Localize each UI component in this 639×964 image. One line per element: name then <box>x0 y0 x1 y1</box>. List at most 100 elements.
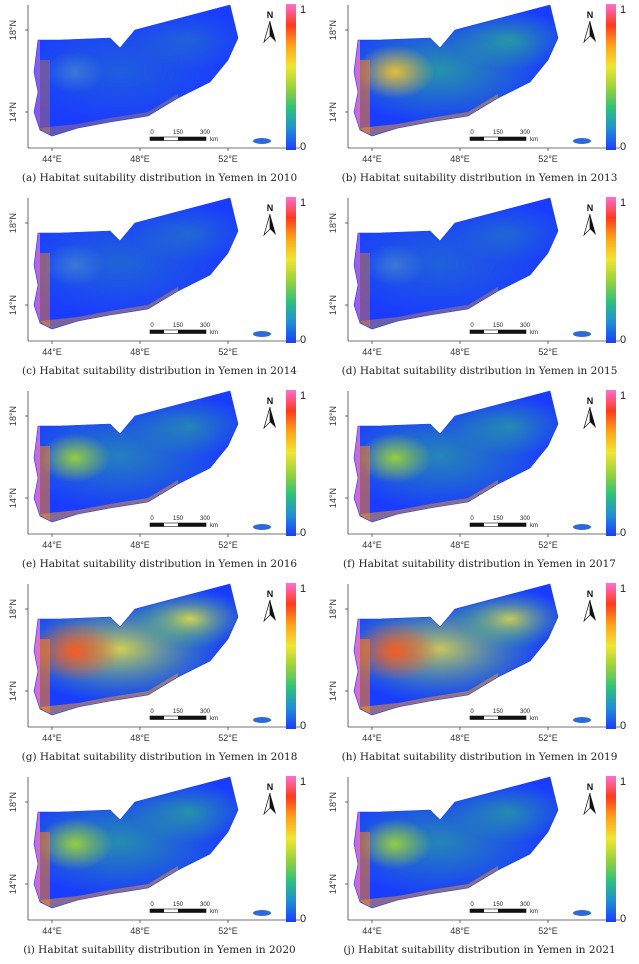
x-tick-label: 48°E <box>450 926 470 936</box>
y-tick-label: 14°N <box>328 295 338 315</box>
color-legend: 10 <box>606 776 626 925</box>
svg-text:0: 0 <box>470 902 474 908</box>
y-tick-label: 18°N <box>8 792 18 812</box>
socotra-island <box>253 717 271 723</box>
panel-caption: (i) Habitat suitability distribution in … <box>23 944 296 956</box>
color-legend: 10 <box>286 4 306 153</box>
x-tick-label: 52°E <box>538 733 558 743</box>
map-axes: 44°E 48°E 52°E 18°N 14°N <box>328 391 620 550</box>
svg-text:1: 1 <box>300 4 306 16</box>
x-tick-label: 44°E <box>42 154 62 164</box>
y-tick-label: 18°N <box>328 213 338 233</box>
svg-text:km: km <box>530 716 538 722</box>
y-tick-label: 18°N <box>328 792 338 812</box>
panel-caption: (g) Habitat suitability distribution in … <box>21 751 298 763</box>
y-tick-label: 14°N <box>8 681 18 701</box>
x-tick-label: 52°E <box>538 154 558 164</box>
svg-text:0: 0 <box>470 130 474 136</box>
svg-text:300: 300 <box>520 130 531 136</box>
panel-caption: (b) Habitat suitability distribution in … <box>341 172 618 184</box>
x-tick-label: 48°E <box>450 347 470 357</box>
svg-text:300: 300 <box>520 516 531 522</box>
y-tick-label: 14°N <box>8 295 18 315</box>
socotra-island <box>573 524 591 530</box>
x-tick-label: 48°E <box>450 154 470 164</box>
svg-text:1: 1 <box>620 4 626 16</box>
panel-caption: (d) Habitat suitability distribution in … <box>341 365 618 377</box>
socotra-island <box>573 138 591 144</box>
svg-text:km: km <box>530 137 538 143</box>
color-legend: 10 <box>606 583 626 732</box>
svg-text:150: 150 <box>173 709 184 715</box>
north-arrow-icon: N <box>263 782 276 816</box>
y-tick-label: 14°N <box>8 488 18 508</box>
socotra-island <box>573 910 591 916</box>
suitability-raster <box>354 777 558 908</box>
svg-text:km: km <box>210 330 218 336</box>
y-tick-label: 14°N <box>8 874 18 894</box>
svg-text:km: km <box>210 523 218 529</box>
svg-text:300: 300 <box>200 323 211 329</box>
y-tick-label: 14°N <box>328 874 338 894</box>
x-tick-label: 44°E <box>362 926 382 936</box>
svg-text:150: 150 <box>493 709 504 715</box>
svg-text:150: 150 <box>173 902 184 908</box>
color-legend: 10 <box>286 776 306 925</box>
north-arrow-icon: N <box>263 589 276 623</box>
svg-text:150: 150 <box>493 902 504 908</box>
svg-text:0: 0 <box>620 334 626 346</box>
map-axes: 44°E 48°E 52°E 18°N 14°N <box>328 198 620 357</box>
map-panel-2019: 44°E 48°E 52°E 18°N 14°N N 0 150 300 km 1 0 (h) Habi… <box>320 579 639 771</box>
north-arrow-icon: N <box>583 589 596 623</box>
svg-text:300: 300 <box>200 902 211 908</box>
x-tick-label: 48°E <box>130 540 150 550</box>
panel-caption: (c) Habitat suitability distribution in … <box>22 365 297 377</box>
svg-text:0: 0 <box>470 323 474 329</box>
y-tick-label: 18°N <box>328 406 338 426</box>
map-panel-2020: 44°E 48°E 52°E 18°N 14°N N 0 150 300 km 1 0 (i) Habi… <box>0 772 319 964</box>
panel-caption: (a) Habitat suitability distribution in … <box>21 172 298 184</box>
svg-text:N: N <box>587 396 594 406</box>
y-tick-label: 18°N <box>328 20 338 40</box>
x-tick-label: 48°E <box>130 347 150 357</box>
x-tick-label: 52°E <box>218 540 238 550</box>
svg-text:N: N <box>587 589 594 599</box>
svg-text:km: km <box>530 523 538 529</box>
x-tick-label: 52°E <box>538 540 558 550</box>
svg-text:1: 1 <box>300 583 306 595</box>
y-tick-label: 14°N <box>328 681 338 701</box>
panel-caption: (f) Habitat suitability distribution in … <box>343 558 616 570</box>
svg-text:km: km <box>210 909 218 915</box>
svg-text:150: 150 <box>493 130 504 136</box>
map-axes: 44°E 48°E 52°E 18°N 14°N <box>8 198 300 357</box>
panel-caption: (h) Habitat suitability distribution in … <box>341 751 618 763</box>
svg-text:0: 0 <box>620 720 626 732</box>
north-arrow-icon: N <box>583 782 596 816</box>
svg-text:1: 1 <box>620 390 626 402</box>
x-tick-label: 48°E <box>130 154 150 164</box>
color-legend: 10 <box>606 197 626 346</box>
panel-caption: (j) Habitat suitability distribution in … <box>343 944 616 956</box>
svg-text:300: 300 <box>520 902 531 908</box>
svg-text:0: 0 <box>150 516 154 522</box>
svg-text:0: 0 <box>300 913 306 925</box>
svg-text:150: 150 <box>173 516 184 522</box>
x-tick-label: 44°E <box>42 733 62 743</box>
socotra-island <box>253 138 271 144</box>
suitability-raster <box>34 777 238 908</box>
map-axes: 44°E 48°E 52°E 18°N 14°N <box>328 584 620 743</box>
svg-text:150: 150 <box>493 323 504 329</box>
x-tick-label: 44°E <box>362 347 382 357</box>
svg-text:N: N <box>267 396 274 406</box>
